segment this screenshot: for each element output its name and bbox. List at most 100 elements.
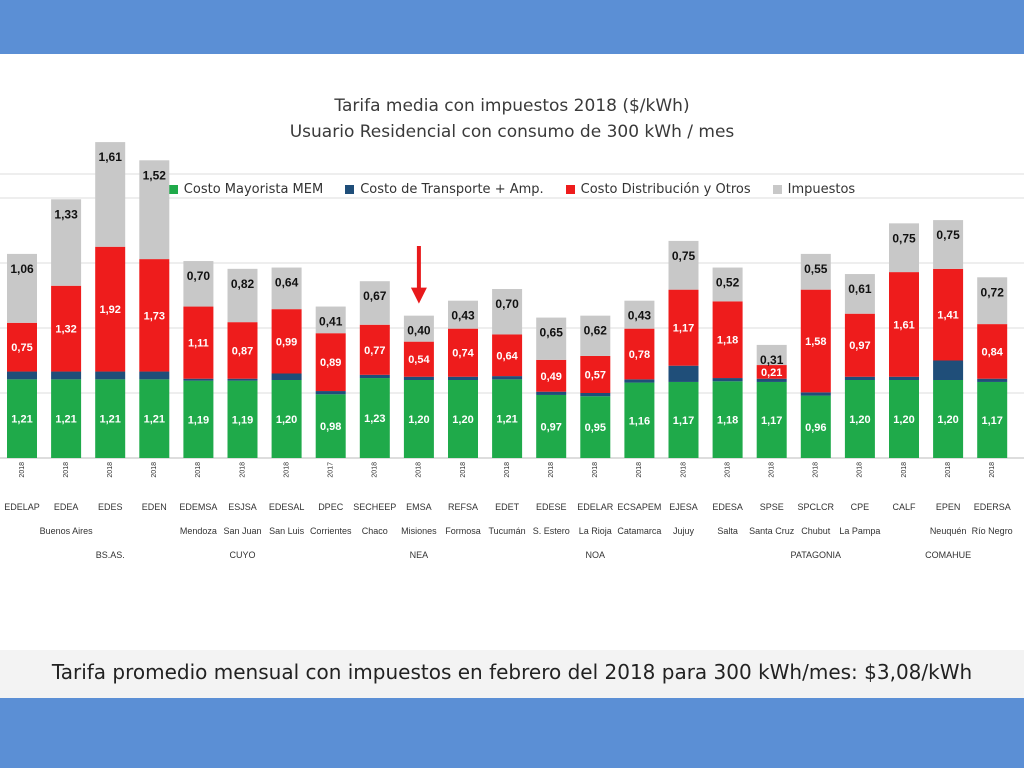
data-label-eden-series-3: 1,52 [143, 168, 167, 182]
year-label-edesa: 2018 [724, 462, 731, 478]
bar-edemsa-series-2 [183, 306, 214, 379]
year-label-edersa: 2018 [989, 462, 996, 478]
data-label-epen-series-3: 0,75 [936, 228, 960, 242]
region-label-comahue: COMAHUE [925, 550, 971, 560]
legend-label-impuestos: Impuestos [787, 182, 856, 197]
data-label-dpec-series-0: 0,98 [320, 421, 341, 433]
bar-edersa-series-2 [977, 324, 1008, 379]
company-label-spclcr: SPCLCR [798, 502, 835, 512]
bar-ejesa-series-2 [668, 289, 699, 366]
year-label-cpe: 2018 [857, 462, 864, 478]
bar-refsa-series-3 [448, 300, 478, 329]
data-label-edelap-series-0: 1,21 [11, 414, 32, 426]
province-label-emsa: Misiones [401, 526, 437, 536]
data-label-edea-series-0: 1,21 [55, 414, 76, 426]
bar-edes-series-0 [95, 379, 126, 458]
province-label-edea: Buenos Aires [40, 526, 94, 536]
footer-strip [0, 650, 1024, 698]
bar-epen-series-0 [933, 380, 964, 458]
data-label-esjsa-series-2: 0,87 [232, 345, 253, 357]
data-label-edea-series-3: 1,33 [54, 207, 78, 221]
data-label-edese-series-3: 0,65 [540, 326, 564, 340]
data-label-cpe-series-3: 0,61 [848, 282, 872, 296]
year-label-secheep: 2018 [372, 462, 379, 478]
province-label-ecsapem: Catamarca [617, 526, 661, 536]
bar-emsa-series-1 [403, 376, 434, 380]
data-label-edersa-series-2: 0,84 [981, 346, 1003, 358]
year-label-edes: 2018 [107, 462, 114, 478]
bar-edese-series-3 [536, 317, 567, 360]
bar-esjsa-series-0 [227, 380, 258, 458]
bar-epen-series-1 [933, 360, 964, 380]
data-label-edersa-series-0: 1,17 [981, 415, 1002, 427]
bar-edersa-series-3 [977, 277, 1008, 325]
bar-calf-series-0 [889, 380, 919, 458]
bar-emsa-series-3 [403, 315, 434, 342]
bar-dpec-series-3 [315, 306, 346, 334]
data-label-edelar-series-0: 0,95 [585, 422, 606, 434]
bar-edesal-series-2 [271, 309, 302, 374]
bar-edea-series-3 [51, 199, 82, 286]
bar-ejesa-series-3 [668, 240, 699, 290]
bar-edemsa-series-3 [183, 261, 214, 307]
bar-edes-series-1 [95, 371, 126, 380]
province-label-epen: Neuquén [930, 526, 967, 536]
data-label-edersa-series-3: 0,72 [981, 285, 1005, 299]
bar-edelap-series-0 [7, 379, 37, 458]
company-label-epen: EPEN [936, 502, 961, 512]
data-label-esjsa-series-3: 0,82 [231, 277, 255, 291]
year-label-dpec: 2017 [328, 462, 335, 478]
year-label-emsa: 2018 [416, 462, 423, 478]
region-label-nea: NEA [410, 550, 429, 560]
bar-calf-series-3 [889, 223, 919, 273]
legend-swatch-distribucion [565, 185, 575, 194]
bar-dpec-series-1 [315, 391, 346, 395]
bar-ecsapem-series-1 [624, 379, 655, 383]
data-label-ecsapem-series-0: 1,16 [629, 415, 650, 427]
bar-spse-series-0 [756, 381, 787, 458]
legend-item-distribucion: Costo Distribución y Otros [565, 182, 751, 197]
bar-dpec-series-2 [315, 333, 346, 392]
bar-edelap-series-3 [7, 253, 37, 323]
data-label-spclcr-series-3: 0,55 [804, 262, 828, 276]
company-label-edea: EDEA [54, 502, 79, 512]
data-label-edesa-series-3: 0,52 [716, 276, 740, 290]
data-label-epen-series-2: 1,41 [937, 310, 958, 322]
bar-edelar-series-1 [580, 393, 611, 397]
year-label-edesal: 2018 [283, 462, 290, 478]
data-label-spse-series-2: 0,21 [761, 367, 782, 379]
data-label-cpe-series-2: 0,97 [849, 340, 870, 352]
data-label-edet-series-2: 0,64 [496, 350, 518, 362]
data-label-calf-series-2: 1,61 [893, 319, 914, 331]
year-label-edea: 2018 [63, 462, 70, 478]
year-label-ecsapem: 2018 [636, 462, 643, 478]
year-label-ejesa: 2018 [680, 462, 687, 478]
year-label-epen: 2018 [945, 462, 952, 478]
year-label-edemsa: 2018 [195, 462, 202, 478]
data-label-edelar-series-2: 0,57 [585, 369, 606, 381]
legend-label-mem: Costo Mayorista MEM [183, 182, 324, 197]
bar-ecsapem-series-0 [624, 382, 655, 458]
data-label-secheep-series-0: 1,23 [364, 413, 385, 425]
bar-edelar-series-2 [580, 355, 611, 393]
bar-edes-series-2 [95, 246, 126, 372]
bar-calf-series-1 [889, 376, 919, 380]
data-label-secheep-series-3: 0,67 [363, 289, 387, 303]
data-label-edesa-series-0: 1,18 [717, 415, 738, 427]
bar-secheep-series-2 [359, 324, 390, 375]
bar-cpe-series-3 [844, 274, 875, 314]
province-label-edesa: Salta [717, 526, 738, 536]
bar-edemsa-series-0 [183, 380, 214, 458]
province-label-edet: Tucumán [489, 526, 526, 536]
data-label-dpec-series-2: 0,89 [320, 357, 341, 369]
data-label-spclcr-series-0: 0,96 [805, 422, 826, 434]
data-label-edelap-series-3: 1,06 [10, 262, 34, 276]
company-label-eden: EDEN [142, 502, 167, 512]
bar-cpe-series-1 [844, 376, 875, 380]
data-label-secheep-series-2: 0,77 [364, 345, 385, 357]
bar-secheep-series-3 [359, 281, 390, 325]
bar-spse-series-1 [756, 378, 787, 382]
data-label-edesal-series-3: 0,64 [275, 276, 299, 290]
year-label-esjsa: 2018 [239, 462, 246, 478]
